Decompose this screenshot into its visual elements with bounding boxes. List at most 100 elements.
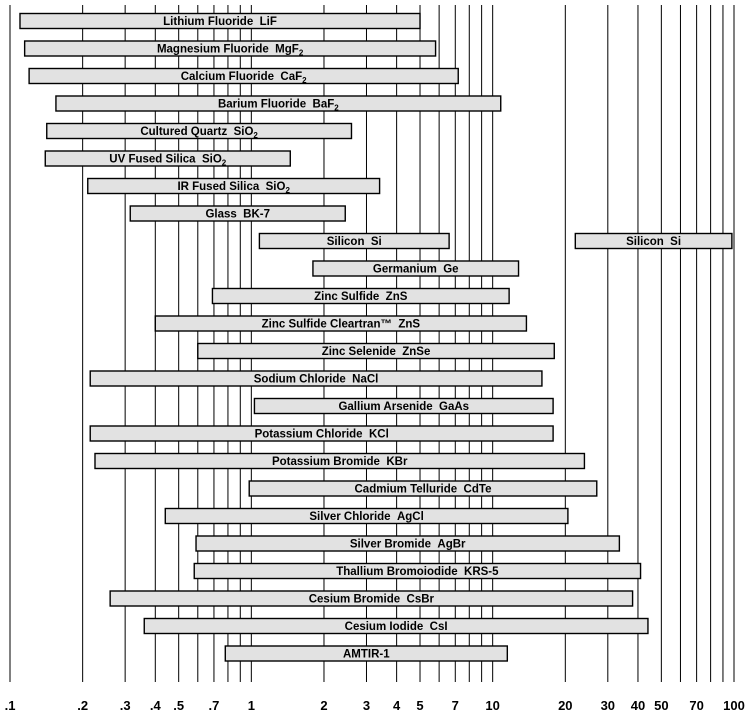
bar-rect <box>143 617 649 635</box>
bar-formula-subscript: 2 <box>299 49 304 58</box>
bar-rect <box>87 177 381 195</box>
bar-name: Silver Bromide <box>350 539 431 551</box>
bar-formula: SiO <box>227 126 253 138</box>
x-tick-label: 7 <box>452 698 459 713</box>
x-tick-label: 100 <box>723 698 745 713</box>
material-bar: Potassium Chloride KCl <box>89 425 554 442</box>
bar-formula: LiF <box>253 16 277 28</box>
bar-label: Silicon Si <box>327 236 382 248</box>
bar-formula: BK-7 <box>237 209 270 221</box>
bar-rect <box>23 40 437 57</box>
bar-label: Zinc Sulfide ZnS <box>314 291 408 303</box>
bar-name: Zinc Sulfide <box>314 291 379 303</box>
bar-label: Magnesium Fluoride MgF2 <box>157 44 304 58</box>
bar-formula: AgBr <box>431 539 466 551</box>
bar-formula: CaF <box>274 71 302 83</box>
bar-label: Potassium Chloride KCl <box>255 429 389 441</box>
bar-rect <box>19 12 421 30</box>
bar-rect <box>129 205 346 222</box>
bar-formula: MgF <box>269 44 299 56</box>
bar-formula-subscript: 2 <box>302 76 307 85</box>
bar-rect <box>55 95 502 112</box>
bar-formula: SiO <box>196 154 222 166</box>
material-bar: Silver Chloride AgCl <box>164 507 569 525</box>
bar-label: Cultured Quartz SiO2 <box>140 126 258 140</box>
bar-formula: KRS-5 <box>458 566 500 578</box>
x-tick-label: .1 <box>5 698 16 713</box>
bar-name: Cultured Quartz <box>140 126 227 138</box>
bar-rect <box>224 645 509 662</box>
bar-formula: ZnS <box>392 319 420 331</box>
material-bar: Cesium Iodide CsI <box>143 617 649 635</box>
bar-rect <box>248 480 598 497</box>
material-bar: Sodium Chloride NaCl <box>89 370 543 387</box>
material-bar: AMTIR-1 <box>224 645 509 662</box>
bar-name: Cesium Iodide <box>345 621 424 633</box>
bar-formula: KCl <box>363 429 389 441</box>
bar-formula: NaCl <box>346 374 379 386</box>
material-bar: Germanium Ge <box>312 260 520 277</box>
bar-rect <box>89 370 543 387</box>
bar-label: Zinc Sulfide Cleartran™ ZnS <box>262 319 421 331</box>
bar-name: AMTIR-1 <box>343 649 390 661</box>
bar-formula-subscript: 2 <box>285 186 290 195</box>
bar-rect <box>94 452 586 470</box>
bar-rect <box>109 590 634 607</box>
material-bar: Silver Bromide AgBr <box>195 535 621 552</box>
bar-name: Barium Fluoride <box>218 99 306 111</box>
bar-label: Cadmium Telluride CdTe <box>355 484 492 496</box>
bar-name: Silicon <box>626 236 664 248</box>
bar-label: Cesium Bromide CsBr <box>309 594 435 606</box>
bar-label: Calcium Fluoride CaF2 <box>181 71 307 85</box>
x-tick-label: 20 <box>558 698 572 713</box>
bar-rect <box>46 122 353 140</box>
bar-name: Cadmium Telluride <box>355 484 458 496</box>
bar-rect <box>164 507 569 525</box>
material-bar: Gallium Arsenide GaAs <box>253 397 554 415</box>
bar-rect <box>89 425 554 442</box>
bar-rect <box>574 232 733 250</box>
bar-rect <box>154 315 528 332</box>
x-tick-label: 5 <box>416 698 423 713</box>
bar-formula: GaAs <box>433 401 469 413</box>
bar-formula: Si <box>664 236 681 248</box>
bar-formula: Ge <box>437 264 459 276</box>
x-tick-label: 70 <box>689 698 703 713</box>
bar-name: Gallium Arsenide <box>338 401 432 413</box>
bar-rect <box>312 260 520 277</box>
bar-name: Germanium <box>373 264 437 276</box>
x-tick-label: 3 <box>363 698 370 713</box>
bar-label: Silver Bromide AgBr <box>350 539 466 551</box>
bar-name: Lithium Fluoride <box>163 16 253 28</box>
bar-label: Gallium Arsenide GaAs <box>338 401 469 413</box>
bar-name: Potassium Chloride <box>255 429 363 441</box>
bar-label: UV Fused Silica SiO2 <box>109 154 226 168</box>
bar-formula: KBr <box>380 456 408 468</box>
material-bar: Calcium Fluoride CaF2 <box>28 67 459 85</box>
x-tick-label: 10 <box>485 698 499 713</box>
x-axis-ticks: .1 .2 .3 .4 .5 .7 1 2 3 4 5 7 10 20 30 40 50 70 100 <box>5 698 745 713</box>
bar-formula: Si <box>364 236 381 248</box>
material-bar: Glass BK-7 <box>129 205 346 222</box>
bar-name: Silicon <box>327 236 365 248</box>
bar-label: Potassium Bromide KBr <box>272 456 408 468</box>
bar-rect <box>258 232 450 250</box>
material-bar: UV Fused Silica SiO2 <box>44 150 291 168</box>
bar-name: Silver Chloride <box>309 511 390 523</box>
bar-formula: CsBr <box>400 594 434 606</box>
bar-rect <box>195 535 621 552</box>
bar-name: Cesium Bromide <box>309 594 400 606</box>
material-bar: Cultured Quartz SiO2 <box>46 122 353 140</box>
bar-rect <box>197 342 555 360</box>
x-tick-label: 4 <box>393 698 401 713</box>
material-bar: Silicon Si <box>574 232 733 250</box>
bar-label: AMTIR-1 <box>343 649 390 661</box>
bar-label: Silver Chloride AgCl <box>309 511 423 523</box>
material-bar: IR Fused Silica SiO2 <box>87 177 381 195</box>
bar-formula: ZnS <box>379 291 407 303</box>
bar-label: Zinc Selenide ZnSe <box>322 346 431 358</box>
x-tick-label: .3 <box>120 698 131 713</box>
material-bar: Cesium Bromide CsBr <box>109 590 634 607</box>
bar-rect <box>211 287 510 305</box>
material-bar: Lithium Fluoride LiF <box>19 12 421 30</box>
